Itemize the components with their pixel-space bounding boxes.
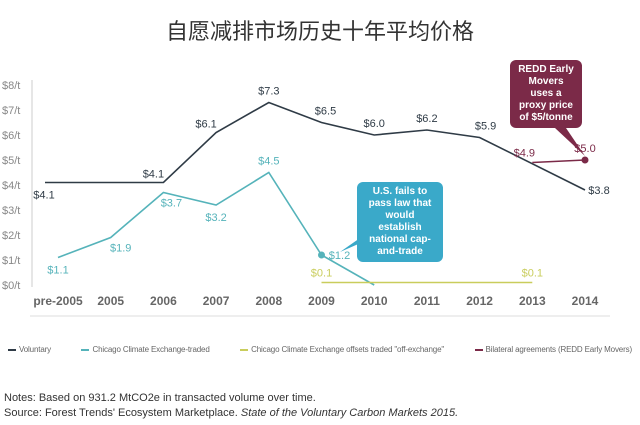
annotation-redd: REDD Early Movers uses a proxy price of … [510,60,582,128]
data-point [318,251,325,259]
data-label: $4.1 [143,169,164,181]
legend-swatch [474,348,483,351]
y-tick-label: $3/t [2,205,20,217]
line-chart: $0/t $1/t $2/t $3/t $4/t $5/t $6/t $7/t $8/t pre-… [2,80,610,317]
x-tick-label: 2013 [519,294,546,308]
data-label: $0.1 [311,268,332,280]
notes: Notes: Based on 931.2 MtCO2e in transact… [4,392,316,404]
source-text: Source: Forest Trends' Ecosystem Marketp… [4,407,241,419]
legend-label: Chicago Climate Exchange-traded [92,345,210,354]
data-label: $1.2 [329,250,350,262]
legend: Voluntary Chicago Climate Exchange-traded… [8,345,632,354]
y-tick-label: $5/t [2,155,20,167]
data-label: $5.0 [574,143,595,155]
chart-title: 自愿减排市场历史十年平均价格 [165,20,474,45]
x-tick-label: 2008 [255,294,282,308]
source-title: State of the Voluntary Carbon Markets 20… [240,407,459,419]
data-label: $4.9 [514,148,535,160]
data-label: $1.9 [110,243,131,255]
source: Source: Forest Trends' Ecosystem Marketp… [4,407,458,419]
series-line-0 [45,101,586,191]
x-tick-label: 2010 [361,294,388,308]
y-tick-label: $7/t [2,105,20,117]
data-label: $4.1 [33,190,54,202]
data-label: $0.1 [522,268,543,280]
y-tick-label: $2/t [2,230,20,242]
legend-swatch [81,348,90,351]
data-label: $3.2 [205,212,226,224]
series-line-3 [532,159,586,164]
data-label: $5.9 [475,121,496,133]
data-label: $6.0 [363,118,384,130]
x-tick-label: 2009 [308,294,335,308]
legend-item: Chicago Climate Exchange offsets traded … [240,345,444,354]
x-tick-label: 2014 [572,294,599,308]
data-label: $7.3 [258,86,279,98]
y-tick-label: $1/t [2,255,20,267]
y-tick-label: $0/t [2,280,20,292]
legend-label: Chicago Climate Exchange offsets traded … [251,345,445,354]
data-label: $3.8 [588,185,609,197]
legend-item: Chicago Climate Exchange-traded [81,345,210,354]
x-tick-label: 2012 [466,294,493,308]
x-tick-label: 2011 [414,294,440,308]
legend-label: Bilateral agreements (REDD Early Movers) [485,345,633,354]
y-tick-label: $6/t [2,130,20,142]
callout-pointer [555,128,585,156]
legend-swatch [240,348,249,351]
data-label: $4.5 [258,156,279,168]
x-tick-label: 2005 [97,294,124,308]
data-label: $1.1 [47,265,68,277]
x-tick-label: 2007 [203,294,230,308]
y-tick-label: $4/t [2,180,20,192]
data-label: $6.1 [195,119,216,131]
x-tick-label: 2006 [150,294,177,308]
data-point [581,156,589,164]
x-tick-label: pre-2005 [33,294,83,308]
data-label: $6.5 [315,106,336,118]
legend-item: Bilateral agreements (REDD Early Movers) [474,345,633,354]
data-label: $3.7 [161,198,182,210]
legend-label: Voluntary [19,345,52,354]
legend-swatch [8,348,16,351]
legend-item: Voluntary [8,345,51,354]
y-tick-label: $8/t [2,80,20,92]
data-label: $6.2 [416,113,437,125]
annotation-us-law: U.S. fails to pass law that would establ… [357,182,443,262]
